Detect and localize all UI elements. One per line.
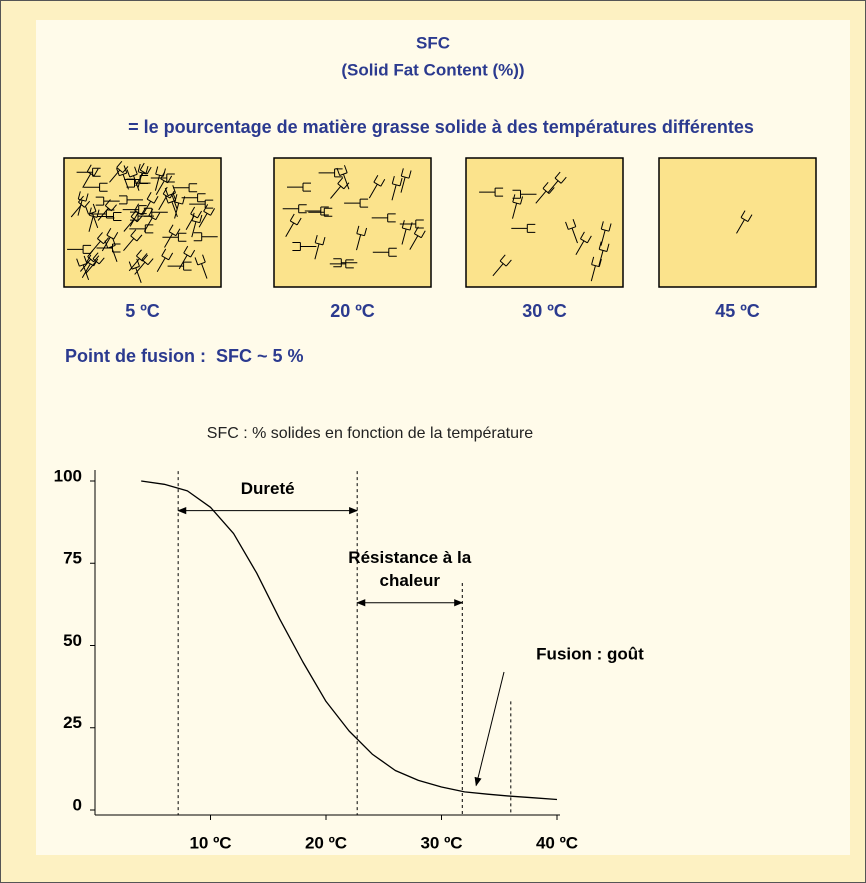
annotation: Fusion : goût [536, 644, 644, 663]
y-tick-label: 50 [63, 631, 82, 650]
melting-point: Point de fusion : SFC ~ 5 % [65, 346, 304, 366]
y-tick-label: 75 [63, 549, 82, 568]
panel-label: 20 ºC [330, 301, 375, 321]
annotation: Résistance à la [348, 548, 471, 567]
y-tick-label: 25 [63, 713, 82, 732]
y-tick-label: 100 [54, 466, 82, 485]
panel-label: 30 ºC [522, 301, 567, 321]
annotation: chaleur [379, 571, 440, 590]
page: SFC (Solid Fat Content (%)) = le pourcen… [0, 0, 866, 883]
definition: = le pourcentage de matière grasse solid… [128, 117, 754, 137]
annotation: Dureté [241, 479, 295, 498]
y-tick-label: 0 [73, 795, 82, 814]
chart-title: SFC : % solides en fonction de la tempér… [207, 425, 533, 442]
panel-box [466, 158, 623, 287]
x-tick-label: 20 ºC [305, 833, 347, 852]
x-tick-label: 10 ºC [189, 833, 231, 852]
title: SFC [416, 33, 450, 52]
panel-label: 45 ºC [715, 301, 760, 321]
subtitle: (Solid Fat Content (%)) [341, 60, 524, 79]
panel-box [659, 158, 816, 287]
panel-label: 5 ºC [125, 301, 160, 321]
x-tick-label: 30 ºC [420, 833, 462, 852]
x-tick-label: 40 ºC [536, 833, 578, 852]
